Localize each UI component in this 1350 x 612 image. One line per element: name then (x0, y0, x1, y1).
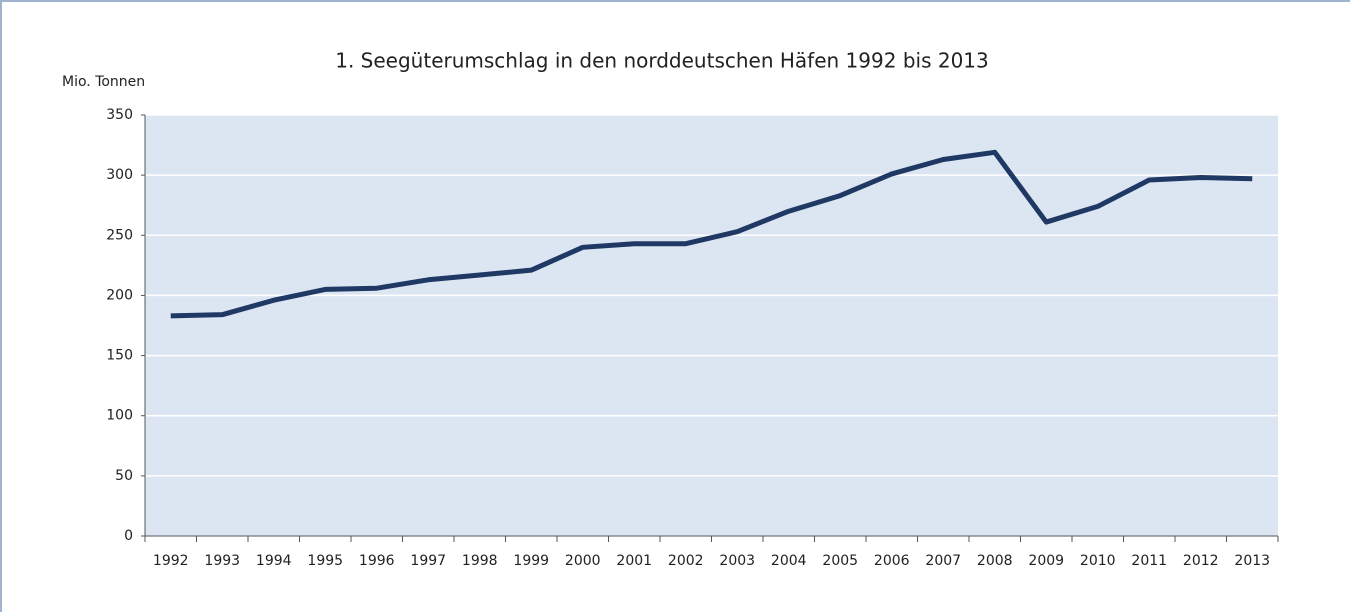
data-line (170, 149, 1253, 319)
x-tick-label: 1992 (153, 553, 189, 569)
x-tick-label: 1994 (256, 553, 292, 569)
x-tick-label: 1995 (307, 553, 343, 569)
y-tick-label: 50 (115, 468, 133, 484)
x-tick-label: 1997 (410, 553, 446, 569)
y-tick-label: 150 (106, 348, 133, 364)
x-tick-label: 2009 (1028, 553, 1064, 569)
x-tick-label: 1998 (462, 553, 498, 569)
y-tick-label: 350 (106, 107, 133, 123)
x-tick-label: 2008 (977, 553, 1013, 569)
y-tick-label: 0 (124, 528, 133, 544)
x-tick-label: 1999 (513, 553, 549, 569)
x-tick-label: 1996 (359, 553, 395, 569)
y-tick-label: 100 (106, 408, 133, 424)
x-tick-label: 2005 (822, 553, 858, 569)
x-tick-label: 2006 (874, 553, 910, 569)
chart-title: 1. Seegüterumschlag in den norddeutschen… (335, 49, 989, 73)
y-tick-label: 200 (106, 287, 133, 303)
x-tick-label: 2011 (1131, 553, 1167, 569)
x-tick-label: 2010 (1080, 553, 1116, 569)
x-tick-label: 2003 (719, 553, 755, 569)
x-tick-label: 2007 (925, 553, 961, 569)
x-tick-label: 2004 (771, 553, 807, 569)
x-tick-label: 2001 (616, 553, 652, 569)
x-tick-label: 2013 (1234, 553, 1270, 569)
x-tick-label: 2000 (565, 553, 601, 569)
y-tick-label: 300 (106, 167, 133, 183)
y-tick-label: 250 (106, 227, 133, 243)
x-tick-label: 2012 (1183, 553, 1219, 569)
plot-area (145, 115, 1278, 536)
x-tick-label: 1993 (204, 553, 240, 569)
y-axis-label: Mio. Tonnen (62, 74, 145, 90)
x-tick-label: 2002 (668, 553, 704, 569)
